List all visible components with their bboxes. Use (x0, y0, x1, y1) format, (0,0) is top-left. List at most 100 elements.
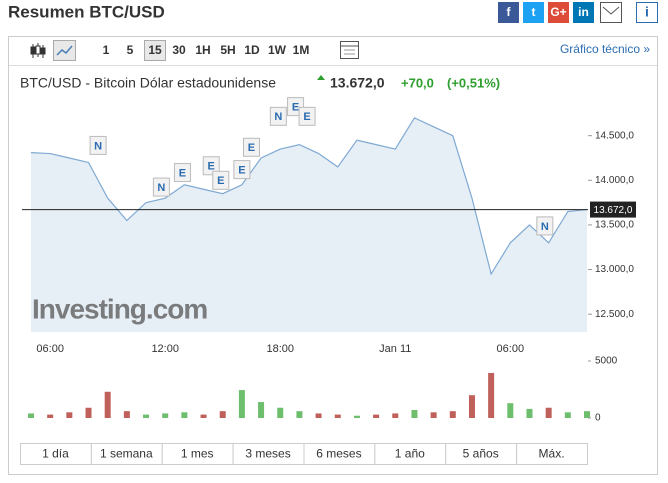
volume-bar (392, 413, 399, 418)
event-label: N (94, 140, 102, 152)
volume-bar (143, 414, 150, 418)
volume-bar (66, 412, 73, 418)
volume-bar (334, 414, 341, 418)
y-tick-label: 13.500,0 (595, 220, 634, 231)
volume-bar (47, 414, 54, 418)
price-area (31, 117, 587, 332)
volume-bar (430, 412, 437, 418)
volume-bar (449, 411, 456, 418)
interval-button[interactable]: 1H (195, 43, 210, 57)
share-label: f (507, 5, 512, 19)
volume-bar (564, 412, 571, 418)
range-label: 1 mes (181, 447, 214, 461)
event-marker[interactable] (233, 160, 251, 180)
event-marker[interactable] (173, 163, 191, 183)
volume-bar (545, 407, 552, 418)
event-marker[interactable] (212, 170, 230, 190)
mail-icon (602, 6, 620, 15)
y-tick-label: 14.000,0 (595, 175, 634, 186)
interval-button[interactable]: 5 (127, 43, 134, 57)
volume-bar (411, 410, 418, 418)
x-tick-label: 18:00 (266, 343, 294, 355)
share-button[interactable] (573, 2, 594, 23)
volume-bar (162, 413, 169, 418)
event-label: E (248, 142, 255, 154)
page-title: Resumen BTC/USD (8, 2, 165, 21)
last-price-box (590, 201, 636, 218)
technical-chart-link[interactable]: Gráfico técnico » (560, 42, 650, 56)
range-label: 6 meses (316, 447, 361, 461)
volume-bar (219, 411, 226, 418)
x-tick-label: 06:00 (497, 343, 525, 355)
interval-button[interactable]: 5H (220, 43, 235, 57)
watermark: Investing.com (32, 293, 207, 324)
volume-bar (584, 411, 590, 418)
range-label: 1 día (42, 447, 69, 461)
volume-bar (373, 414, 380, 418)
event-marker[interactable] (202, 156, 220, 176)
range-label: Máx. (539, 447, 565, 461)
share-label: t (532, 5, 536, 19)
y-tick-label: 12.500,0 (595, 309, 634, 320)
candle-icon[interactable] (30, 43, 46, 58)
event-label: E (303, 111, 310, 123)
event-marker[interactable] (269, 106, 287, 126)
instrument-name: BTC/USD - Bitcoin Dólar estadounidense (20, 75, 276, 91)
volume-bar (526, 408, 533, 418)
volume-bar (296, 411, 303, 418)
interval-button[interactable]: 15 (148, 43, 162, 57)
share-button[interactable] (548, 2, 569, 23)
event-marker[interactable] (242, 137, 260, 157)
range-label: 5 años (463, 447, 499, 461)
interval-button[interactable]: 30 (172, 43, 186, 57)
volume-bar (507, 403, 514, 418)
range-label: 1 semana (100, 447, 153, 461)
share-button[interactable] (498, 2, 519, 23)
event-marker[interactable] (536, 216, 554, 236)
interval-button[interactable]: 1D (244, 43, 260, 57)
event-label: E (238, 165, 245, 177)
event-label: E (292, 102, 299, 114)
range-button[interactable] (516, 443, 588, 465)
last-price-label: 13.672,0 (594, 205, 633, 216)
volume-bar (200, 414, 207, 418)
price-change: +70,0 (401, 75, 434, 90)
up-arrow (317, 75, 325, 80)
settings-icon[interactable] (340, 41, 359, 59)
x-tick-label: 12:00 (151, 343, 179, 355)
volume-bar (258, 402, 265, 418)
interval-button[interactable]: 1M (293, 43, 310, 57)
event-label: E (208, 161, 215, 173)
share-button[interactable] (523, 2, 544, 23)
volume-bar (123, 411, 130, 418)
volume-bar (468, 395, 475, 418)
event-marker[interactable] (89, 135, 107, 155)
interval-button[interactable]: 1W (268, 43, 287, 57)
info-label: i (645, 4, 649, 20)
range-label: 3 meses (245, 447, 290, 461)
widget-frame (8, 36, 658, 475)
event-label: N (274, 111, 282, 123)
price-change-percent: (+0,51%) (447, 75, 500, 90)
info-button[interactable] (636, 2, 658, 23)
event-marker[interactable] (298, 106, 316, 126)
volume-bar (181, 412, 188, 418)
mail-button[interactable] (600, 2, 622, 23)
range-label: 1 año (395, 447, 425, 461)
share-label: G+ (550, 5, 566, 19)
volume-bar (277, 407, 284, 418)
line-icon[interactable] (53, 40, 76, 61)
event-label: N (541, 221, 549, 233)
event-marker[interactable] (152, 177, 170, 197)
event-label: E (217, 175, 224, 187)
volume-bar (315, 413, 322, 418)
volume-bar (353, 415, 360, 418)
last-price: 13.672,0 (330, 75, 385, 91)
event-label: N (157, 182, 165, 194)
interval-button[interactable]: 1 (103, 43, 110, 57)
price-line (30, 117, 588, 276)
x-tick-label: 06:00 (36, 343, 64, 355)
volume-bar (238, 390, 245, 418)
event-label: E (179, 167, 186, 179)
